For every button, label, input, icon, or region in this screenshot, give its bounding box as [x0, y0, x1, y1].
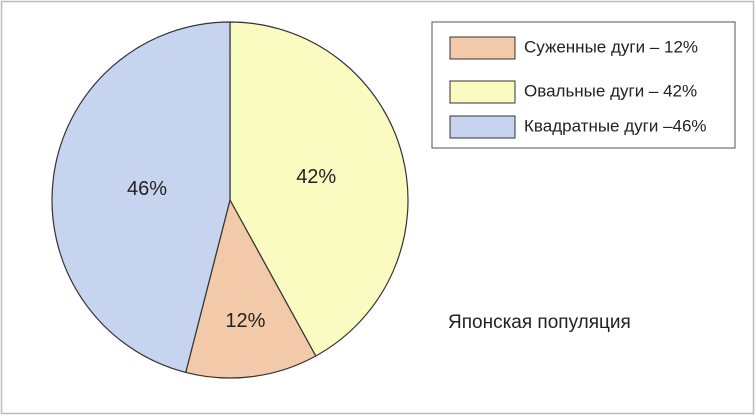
slice-label: 46%	[127, 178, 167, 200]
legend-swatch	[449, 80, 516, 104]
legend-label: Суженные дуги – 12%	[524, 37, 698, 56]
legend-label: Квадратные дуги –46%	[524, 116, 707, 135]
pie-slice	[185, 198, 317, 379]
slice-label: 42%	[296, 166, 336, 188]
legend-label: Овальные дуги – 42%	[524, 81, 697, 100]
legend-swatch	[449, 115, 516, 139]
annotation: Японская популяция	[448, 312, 631, 333]
pie-slice	[51, 21, 231, 374]
slice-label: 12%	[225, 310, 265, 332]
legend-swatch	[449, 36, 516, 60]
pie-slice	[229, 21, 409, 357]
